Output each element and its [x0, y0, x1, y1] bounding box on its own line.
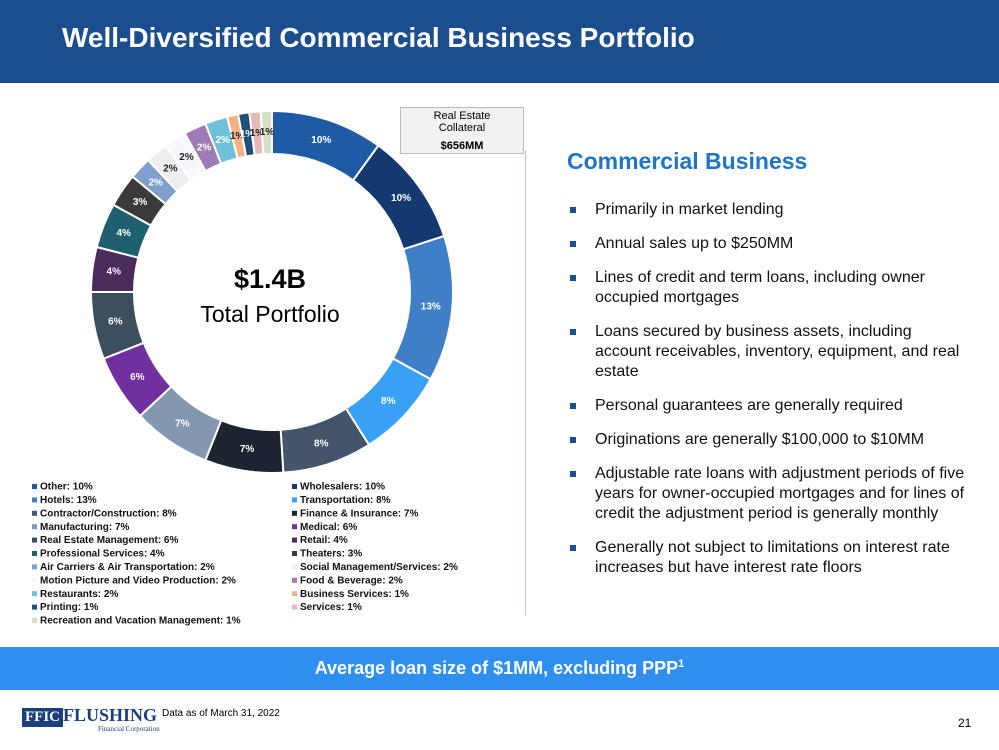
bullet: Primarily in market lending	[567, 200, 967, 220]
legend-label: Medical: 6%	[300, 522, 357, 533]
collateral-value: $656MM	[440, 140, 484, 152]
legend-swatch	[32, 484, 37, 489]
legend-label: Contractor/Construction: 8%	[40, 508, 177, 519]
legend-swatch	[32, 497, 37, 503]
slice-label: 1%	[260, 127, 275, 138]
collateral-box: Real Estate Collateral $656MM	[400, 107, 524, 154]
section-heading: Commercial Business	[567, 148, 808, 174]
slide-title: Well-Diversified Commercial Business Por…	[62, 22, 695, 53]
bullet-list: Primarily in market lending Annual sales …	[567, 200, 967, 592]
bullet: Lines of credit and term loans, includin…	[567, 268, 967, 308]
legend-label: Food & Beverage: 2%	[300, 575, 403, 586]
divider	[525, 150, 526, 615]
legend-swatch	[32, 524, 37, 530]
slice-label: 2%	[215, 135, 230, 146]
legend-label: Business Services: 1%	[300, 589, 409, 600]
logo-sub: Financial Corporation	[98, 725, 160, 733]
chart: 10%10%13%8%8%7%7%6%6%4%4%3%2%2%2%2%2% 1%1…	[32, 109, 458, 627]
legend-swatch	[32, 591, 37, 597]
slice-label: 6%	[108, 317, 123, 328]
slice-label: 8%	[314, 438, 329, 449]
legend-label: Theaters: 3%	[300, 549, 362, 560]
legend-label: Wholesalers: 10%	[300, 482, 385, 493]
legend-label: Manufacturing: 7%	[40, 522, 130, 533]
title-bar	[0, 0, 999, 83]
page-number: 21	[958, 716, 972, 730]
bullet: Annual sales up to $250MM	[567, 234, 967, 254]
legend-swatch	[32, 537, 37, 543]
slice-label: 8%	[381, 396, 396, 407]
legend-swatch	[292, 577, 297, 583]
slice-label: 1%	[240, 129, 255, 140]
slice-label: 7%	[175, 419, 190, 430]
legend-swatch	[292, 564, 297, 570]
slice-label: 4%	[107, 267, 122, 278]
slice-label: 3%	[133, 197, 148, 208]
legend-label: Other: 10%	[40, 482, 93, 493]
data-note: Data as of March 31, 2022	[162, 708, 280, 719]
legend-label: Printing: 1%	[40, 602, 98, 613]
legend-swatch	[292, 484, 297, 489]
slice-label: 2%	[149, 177, 164, 188]
slice-label: 1%	[250, 128, 265, 139]
bullet: Originations are generally $100,000 to $…	[567, 430, 967, 450]
legend-swatch	[292, 510, 297, 516]
banner: Average loan size of $1MM, excluding PPP…	[0, 647, 999, 690]
slice-label: 10%	[391, 193, 411, 204]
legend-swatch	[32, 551, 37, 556]
slice-label: 2%	[197, 142, 212, 153]
legend-label: Restaurants: 2%	[40, 589, 118, 600]
slice-label: 7%	[240, 444, 255, 455]
footnote-mark: 1	[678, 658, 685, 670]
legend-swatch	[292, 497, 297, 503]
slice-label: 10%	[311, 135, 331, 146]
logo-mark: FFIC	[22, 708, 63, 727]
legend-swatch	[32, 564, 37, 570]
legend-label: Real Estate Management: 6%	[40, 535, 178, 546]
center-label: Total Portfolio	[200, 301, 339, 327]
legend-label: Services: 1%	[300, 602, 362, 613]
bullet: Loans secured by business assets, includ…	[567, 322, 967, 382]
slice-label: 1%	[230, 131, 245, 142]
banner-text: Average loan size of $1MM, excluding PPP	[314, 658, 679, 678]
slice-label: 2%	[179, 152, 194, 163]
bullet: Personal guarantees are generally requir…	[567, 396, 967, 416]
legend-swatch	[292, 537, 297, 543]
slice-label: 13%	[421, 302, 441, 313]
slice-label: 4%	[116, 228, 131, 239]
legend-swatch	[292, 591, 297, 597]
legend-label: Recreation and Vacation Management: 1%	[40, 616, 241, 627]
donut-slice	[259, 109, 273, 156]
legend-swatch	[292, 524, 297, 530]
legend-label: Air Carriers & Air Transportation: 2%	[40, 562, 215, 573]
bullet: Generally not subject to limitations on …	[567, 538, 967, 578]
legend-swatch	[292, 604, 297, 610]
collateral-label: Real Estate Collateral	[433, 110, 491, 134]
slice-label: 2%	[163, 164, 178, 175]
legend-swatch	[32, 510, 37, 516]
logo-name: FLUSHING	[63, 705, 158, 725]
legend-swatch	[32, 618, 37, 623]
legend-swatch	[292, 551, 297, 556]
legend-label: Retail: 4%	[300, 535, 348, 546]
legend-label: Social Management/Services: 2%	[300, 562, 458, 573]
legend-swatch	[32, 577, 37, 583]
center-value: $1.4B	[234, 264, 306, 294]
legend-swatch	[32, 604, 37, 610]
legend-label: Motion Picture and Video Production: 2%	[40, 575, 236, 586]
bullet: Adjustable rate loans with adjustment pe…	[567, 464, 967, 524]
logo: FFIC FLUSHING Financial Corporation	[22, 705, 160, 733]
legend-label: Professional Services: 4%	[40, 549, 165, 560]
legend-label: Transportation: 8%	[300, 495, 391, 506]
legend-label: Hotels: 13%	[40, 495, 97, 506]
slice-label: 6%	[130, 372, 145, 383]
legend-label: Finance & Insurance: 7%	[300, 508, 418, 519]
